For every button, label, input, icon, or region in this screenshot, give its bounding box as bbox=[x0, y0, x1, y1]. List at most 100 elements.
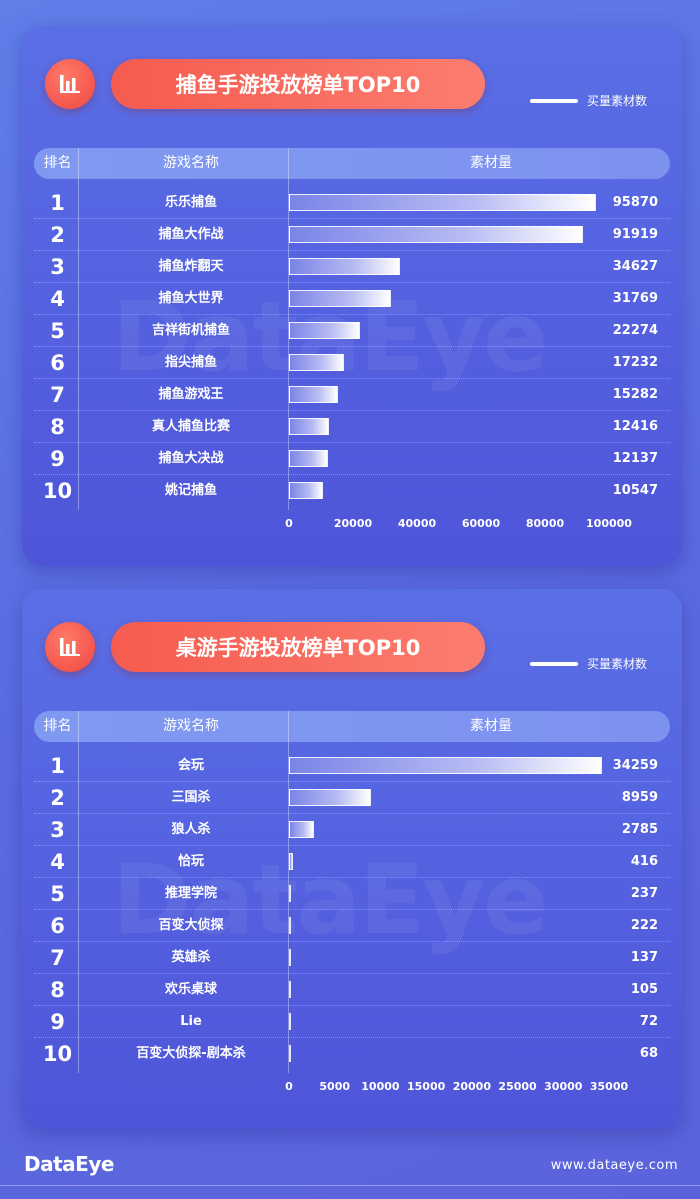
game-name-label: 捕鱼炸翻天 bbox=[158, 259, 224, 274]
table-row: 1 会玩 34259 bbox=[34, 750, 670, 782]
value-label: 105 bbox=[630, 982, 658, 997]
row-separator bbox=[34, 909, 670, 910]
value-label: 34259 bbox=[612, 758, 658, 773]
header-value: 素材量 bbox=[470, 718, 512, 734]
game-name-label: 姚记捕鱼 bbox=[164, 483, 217, 498]
watermark: DataEye bbox=[112, 844, 548, 956]
bar bbox=[289, 757, 603, 774]
legend-swatch bbox=[530, 661, 578, 666]
header-rank: 排名 bbox=[43, 718, 72, 734]
rank-label: 1 bbox=[50, 191, 65, 215]
value-label: 68 bbox=[639, 1046, 658, 1061]
row-separator bbox=[34, 845, 670, 846]
row-separator bbox=[34, 218, 670, 219]
value-label: 95870 bbox=[612, 195, 658, 210]
game-name-label: 乐乐捕鱼 bbox=[164, 195, 217, 210]
bar bbox=[289, 450, 328, 467]
x-tick-label: 0 bbox=[285, 517, 293, 530]
bar bbox=[289, 949, 291, 966]
chart-title: 捕鱼手游投放榜单TOP10 bbox=[111, 59, 485, 109]
rank-label: 9 bbox=[50, 1010, 65, 1034]
row-separator bbox=[34, 410, 670, 411]
x-tick-label: 5000 bbox=[319, 1080, 351, 1093]
table-row: 8 真人捕鱼比赛 12416 bbox=[34, 411, 670, 443]
value-label: 2785 bbox=[621, 822, 658, 837]
rank-label: 5 bbox=[50, 882, 65, 906]
bar bbox=[289, 789, 371, 806]
row-separator bbox=[34, 314, 670, 315]
game-name-label: Lie bbox=[180, 1014, 202, 1029]
game-name-label: 真人捕鱼比赛 bbox=[151, 419, 230, 434]
bar bbox=[289, 386, 338, 403]
x-tick-label: 60000 bbox=[461, 517, 501, 530]
row-separator bbox=[34, 250, 670, 251]
rank-label: 6 bbox=[50, 351, 65, 375]
row-separator bbox=[34, 941, 670, 942]
table-row: 3 狼人杀 2785 bbox=[34, 814, 670, 846]
legend-swatch bbox=[530, 98, 578, 103]
x-tick-label: 25000 bbox=[498, 1080, 537, 1093]
table-row: 10 姚记捕鱼 10547 bbox=[34, 475, 670, 507]
game-name-label: 英雄杀 bbox=[171, 950, 211, 965]
row-separator bbox=[34, 973, 670, 974]
rank-label: 4 bbox=[50, 287, 65, 311]
table-header: 排名 游戏名称 素材量 bbox=[34, 711, 670, 742]
row-separator bbox=[34, 282, 670, 283]
divider bbox=[78, 711, 79, 1073]
fishing-games-chart-card: DataEye 捕鱼手游投放榜单TOP10 买量素材数 排名 游戏名称 素材量 … bbox=[22, 26, 682, 566]
table-row: 6 百变大侦探 222 bbox=[34, 910, 670, 942]
rank-label: 4 bbox=[50, 850, 65, 874]
table-row: 4 捕鱼大世界 31769 bbox=[34, 283, 670, 315]
table-row: 5 吉祥街机捕鱼 22274 bbox=[34, 315, 670, 347]
rank-label: 1 bbox=[50, 754, 65, 778]
game-name-label: 会玩 bbox=[177, 758, 204, 773]
table-row: 4 恰玩 416 bbox=[34, 846, 670, 878]
value-label: 222 bbox=[630, 918, 658, 933]
rank-label: 7 bbox=[50, 946, 65, 970]
bar bbox=[289, 194, 596, 211]
row-separator bbox=[34, 346, 670, 347]
value-label: 72 bbox=[639, 1014, 658, 1029]
value-label: 91919 bbox=[612, 227, 658, 242]
value-label: 31769 bbox=[612, 291, 658, 306]
rank-label: 3 bbox=[50, 818, 65, 842]
value-label: 17232 bbox=[612, 355, 658, 370]
table-row: 1 乐乐捕鱼 95870 bbox=[34, 187, 670, 219]
bar bbox=[289, 1045, 291, 1062]
value-label: 22274 bbox=[612, 323, 658, 338]
value-label: 137 bbox=[630, 950, 658, 965]
game-name-label: 百变大侦探 bbox=[158, 918, 224, 933]
x-tick-label: 35000 bbox=[589, 1080, 629, 1093]
x-tick-label: 0 bbox=[285, 1080, 293, 1093]
footer-url[interactable]: www.dataeye.com bbox=[550, 1158, 678, 1173]
rank-label: 5 bbox=[50, 319, 65, 343]
game-name-label: 百变大侦探-剧本杀 bbox=[136, 1046, 246, 1061]
row-separator bbox=[34, 1037, 670, 1038]
bar bbox=[289, 482, 323, 499]
value-label: 12137 bbox=[612, 451, 658, 466]
footer-logo: DataEye bbox=[24, 1152, 114, 1176]
board-games-chart-card: DataEye 桌游手游投放榜单TOP10 买量素材数 排名 游戏名称 素材量 … bbox=[22, 589, 682, 1129]
bar bbox=[289, 853, 293, 870]
bar bbox=[289, 917, 292, 934]
table-row: 2 三国杀 8959 bbox=[34, 782, 670, 814]
table-row: 5 推理学院 237 bbox=[34, 878, 670, 910]
game-name-label: 捕鱼大决战 bbox=[158, 451, 224, 466]
bar bbox=[289, 821, 315, 838]
value-label: 15282 bbox=[612, 387, 658, 402]
game-name-label: 捕鱼游戏王 bbox=[158, 387, 224, 402]
divider bbox=[78, 148, 79, 510]
game-name-label: 吉祥街机捕鱼 bbox=[151, 323, 230, 338]
table-header: 排名 游戏名称 素材量 bbox=[34, 148, 670, 179]
x-tick-label: 30000 bbox=[544, 1080, 583, 1093]
row-separator bbox=[34, 442, 670, 443]
x-tick-label: 40000 bbox=[397, 517, 437, 530]
bar bbox=[289, 418, 329, 435]
header-name: 游戏名称 bbox=[163, 718, 219, 734]
value-label: 12416 bbox=[612, 419, 658, 434]
legend-label: 买量素材数 bbox=[587, 94, 648, 108]
x-tick-label: 80000 bbox=[525, 517, 565, 530]
value-label: 8959 bbox=[621, 790, 658, 805]
rank-label: 2 bbox=[50, 223, 65, 247]
footer-divider bbox=[0, 1185, 700, 1186]
